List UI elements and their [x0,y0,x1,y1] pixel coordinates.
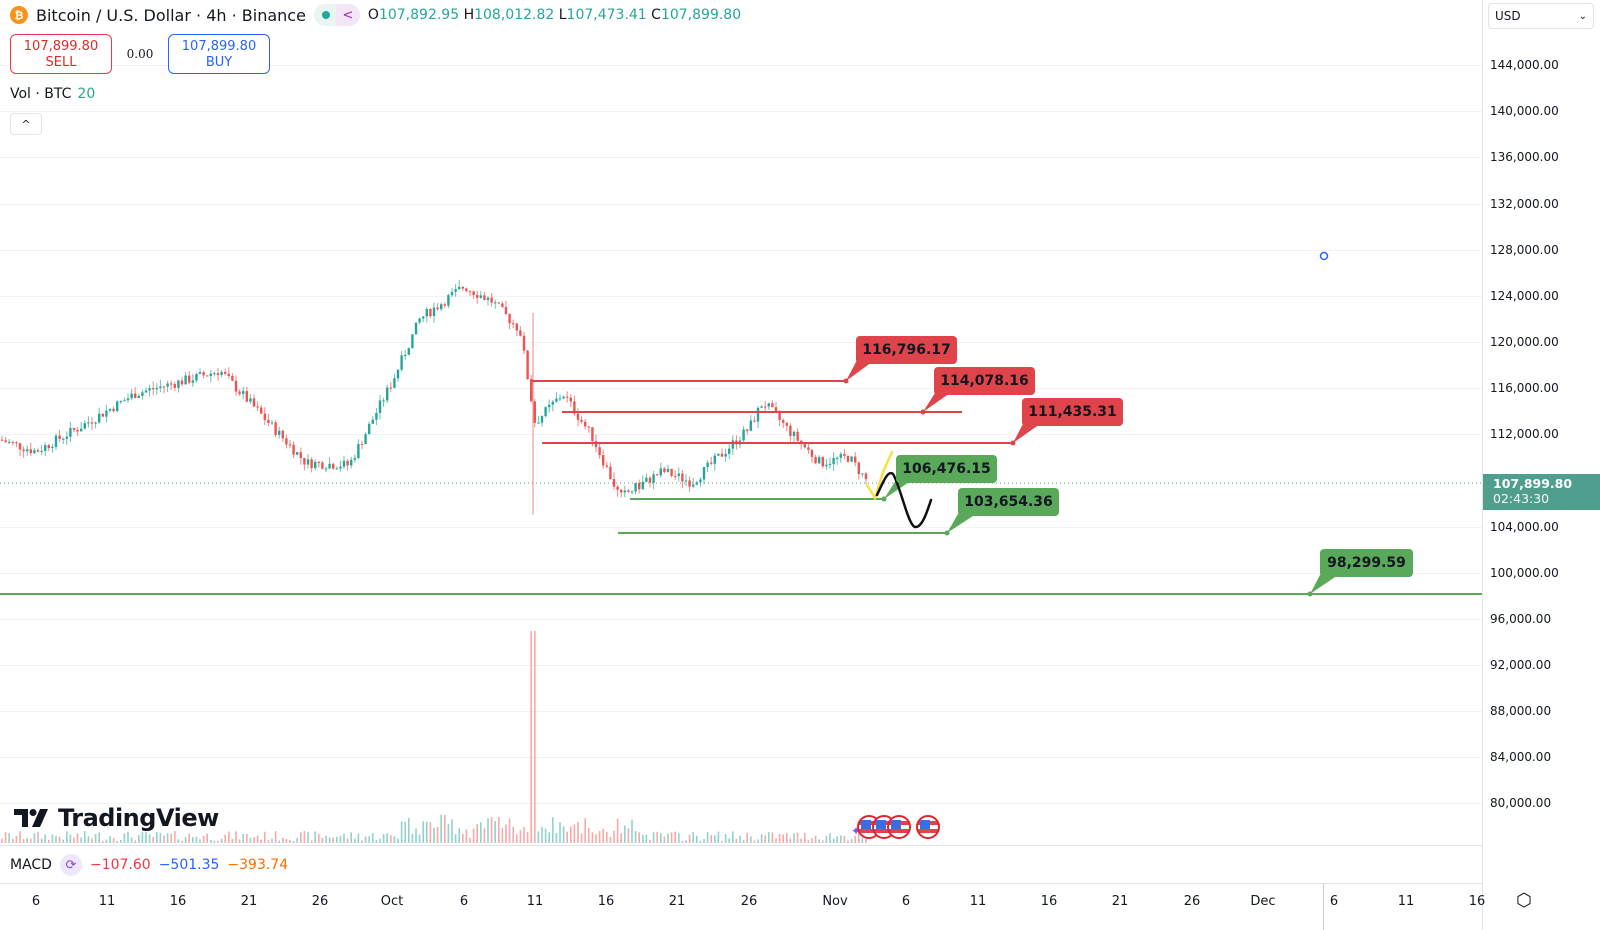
time-axis-label: 16 [169,894,187,909]
time-axis[interactable]: 6 11 16 21 26 Oct 6 11 16 21 26 Nov 6 11 16 21 26 Dec 6 11 1… [0,883,1485,930]
price-axis-label: 100,000.00 [1490,566,1559,580]
symbol-legend[interactable]: ₿ Bitcoin / U.S. Dollar · 4h · Binance <… [10,4,741,26]
gridline [0,204,1482,205]
time-axis-label: 11 [98,894,116,909]
alert-marker [1319,251,1329,261]
price-axis-label: 84,000.00 [1490,750,1552,764]
refresh-icon[interactable]: ⟳ [59,854,82,876]
time-axis-marker [1323,883,1324,930]
candlestick-chart[interactable] [0,0,1482,845]
time-axis-label: 26 [740,894,758,909]
gridline [0,573,1482,574]
time-axis-label: Dec [1250,894,1276,909]
gridline [0,342,1482,343]
price-axis-label: 128,000.00 [1490,243,1559,257]
price-axis-label: 88,000.00 [1490,704,1552,718]
us-flag-event-icon[interactable] [916,815,940,839]
price-axis-label: 112,000.00 [1490,427,1559,441]
time-axis-label: 26 [311,894,329,909]
time-axis-label: 6 [459,894,469,909]
gridline [0,757,1482,758]
price-axis-label: 136,000.00 [1490,150,1559,164]
resistance-label-1[interactable]: 116,796.17 [856,336,957,364]
time-axis-label: 11 [526,894,544,909]
time-axis-label: 6 [31,894,41,909]
time-axis-label: 6 [1329,894,1339,909]
price-axis-label: 120,000.00 [1490,335,1559,349]
resistance-label-2[interactable]: 114,078.16 [934,367,1035,395]
gridline [0,434,1482,435]
time-axis-label: 16 [597,894,615,909]
time-axis-label: 21 [668,894,686,909]
price-pane[interactable]: 116,796.17 114,078.16 111,435.31 106,476… [0,0,1482,845]
support-label-2[interactable]: 103,654.36 [958,488,1059,516]
collapse-legend-button[interactable]: ^ [10,113,42,135]
price-axis-label: 144,000.00 [1490,58,1559,72]
price-axis-label: 80,000.00 [1490,796,1552,810]
us-flag-event-icon[interactable] [887,815,911,839]
time-axis-label: Nov [822,894,848,909]
spread-value: 0.00 [126,47,154,61]
price-axis-label: 96,000.00 [1490,612,1552,626]
tradingview-logo-icon [14,809,48,827]
settings-hexagon-icon[interactable]: ⬡ [1516,890,1532,911]
time-axis-label: 6 [901,894,911,909]
price-axis-label: 140,000.00 [1490,104,1559,118]
support-label-1[interactable]: 106,476.15 [896,455,997,483]
time-axis-label: Oct [380,894,404,909]
time-axis-label: 21 [240,894,258,909]
time-axis-label: 11 [969,894,987,909]
chevron-down-icon: ⌄ [1578,10,1587,22]
time-axis-label: 16 [1468,894,1486,909]
market-status[interactable]: < [313,4,360,26]
gridline [0,711,1482,712]
bitcoin-icon: ₿ [10,6,28,24]
gridline [0,803,1482,804]
market-open-dot-icon [321,11,330,19]
price-axis[interactable] [1482,0,1600,930]
time-axis-label: 26 [1183,894,1201,909]
price-axis-label: 124,000.00 [1490,289,1559,303]
symbol-title[interactable]: Bitcoin / U.S. Dollar · 4h · Binance [36,5,306,25]
gridline [0,157,1482,158]
candles [0,280,868,515]
price-axis-label: 116,000.00 [1490,381,1559,395]
gridline [0,388,1482,389]
price-axis-label: 104,000.00 [1490,520,1559,534]
sell-button[interactable]: 107,899.80 SELL [10,34,112,74]
volume-legend[interactable]: Vol · BTC 20 [10,86,96,102]
macd-pane[interactable]: MACD ⟳ −107.60 −501.35 −393.74 [0,845,1482,883]
yellow-projection-path [865,450,894,502]
gridline [0,250,1482,251]
price-axis-label: 92,000.00 [1490,658,1552,672]
volume-bars [1,631,867,843]
gridline [0,619,1482,620]
resistance-label-3[interactable]: 111,435.31 [1022,398,1123,426]
support-label-3[interactable]: 98,299.59 [1320,549,1413,577]
macd-legend[interactable]: MACD ⟳ −107.60 −501.35 −393.74 [10,854,288,876]
share-icon[interactable]: < [335,4,360,26]
buy-button[interactable]: 107,899.80 BUY [168,34,270,74]
price-axis-label: 132,000.00 [1490,197,1559,211]
currency-select[interactable]: USD ⌄ [1488,3,1594,29]
tradingview-logo: TradingView [14,804,219,832]
ohlc-values: O107,892.95 H108,012.82 L107,473.41 C107… [367,7,742,23]
gridline [0,665,1482,666]
gridline [0,111,1482,112]
gridline [0,296,1482,297]
current-price-tag: 107,899.80 02:43:30 [1483,474,1600,510]
time-axis-label: 21 [1111,894,1129,909]
gridline [0,527,1482,528]
black-projection-path [875,471,933,529]
time-axis-label: 11 [1397,894,1415,909]
trade-panel: 107,899.80 SELL 0.00 107,899.80 BUY [10,34,270,74]
sparkle-icon[interactable]: ✦ [851,824,862,838]
gridline [0,65,1482,66]
time-axis-label: 16 [1040,894,1058,909]
